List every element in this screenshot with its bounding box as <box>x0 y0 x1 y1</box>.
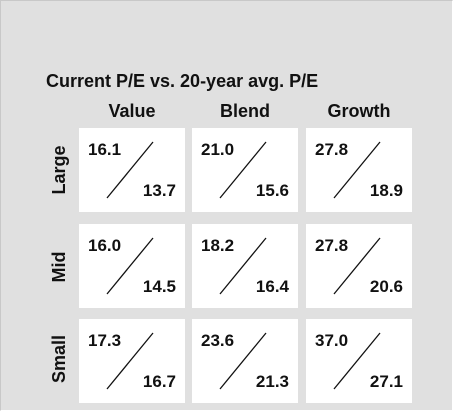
average-pe-value: 13.7 <box>142 181 176 200</box>
current-pe-value: 23.6 <box>201 331 235 350</box>
column-label-value: Value <box>108 101 156 121</box>
diagonal-line <box>106 141 154 199</box>
diagonal-line <box>333 237 381 295</box>
average-pe-value: 16.4 <box>255 277 289 296</box>
diagonal-line <box>219 332 267 390</box>
current-pe-value: 17.3 <box>88 331 122 350</box>
average-pe-value: 18.9 <box>369 181 403 200</box>
diagonal-divider <box>219 237 267 295</box>
average-pe-value: 20.6 <box>369 277 403 296</box>
current-pe-value: 27.8 <box>315 140 349 159</box>
column-label-blend: Blend <box>219 101 270 121</box>
current-pe-value: 27.8 <box>315 236 349 255</box>
average-pe-value: 15.6 <box>255 181 289 200</box>
cell-mid-growth: 27.8 20.6 <box>306 224 412 308</box>
row-label-small: Small <box>49 334 69 384</box>
cell-large-value: 16.1 13.7 <box>79 128 185 212</box>
diagonal-divider <box>106 332 154 390</box>
diagonal-line <box>219 237 267 295</box>
current-pe-value: 21.0 <box>201 140 235 159</box>
row-label-large: Large <box>49 145 69 195</box>
chart-title: Current P/E vs. 20-year avg. P/E <box>46 71 319 91</box>
cell-small-growth: 37.0 27.1 <box>306 319 412 403</box>
current-pe-value: 16.0 <box>88 236 122 255</box>
cell-large-growth: 27.8 18.9 <box>306 128 412 212</box>
diagonal-line <box>333 332 381 390</box>
diagonal-divider <box>333 237 381 295</box>
diagonal-divider <box>333 332 381 390</box>
column-label-growth: Growth <box>327 101 391 121</box>
cell-large-blend: 21.0 15.6 <box>192 128 298 212</box>
current-pe-value: 18.2 <box>201 236 235 255</box>
diagonal-line <box>106 237 154 295</box>
cell-small-blend: 23.6 21.3 <box>192 319 298 403</box>
average-pe-value: 14.5 <box>142 277 176 296</box>
cell-mid-blend: 18.2 16.4 <box>192 224 298 308</box>
diagonal-divider <box>219 141 267 199</box>
average-pe-value: 27.1 <box>369 372 403 391</box>
diagonal-divider <box>333 141 381 199</box>
current-pe-value: 37.0 <box>315 331 349 350</box>
cell-mid-value: 16.0 14.5 <box>79 224 185 308</box>
diagonal-divider <box>219 332 267 390</box>
diagonal-line <box>219 141 267 199</box>
average-pe-value: 21.3 <box>255 372 289 391</box>
diagonal-line <box>333 141 381 199</box>
diagonal-line <box>106 332 154 390</box>
cell-small-value: 17.3 16.7 <box>79 319 185 403</box>
diagonal-divider <box>106 237 154 295</box>
average-pe-value: 16.7 <box>142 372 176 391</box>
diagonal-divider <box>106 141 154 199</box>
current-pe-value: 16.1 <box>88 140 122 159</box>
row-label-mid: Mid <box>49 251 69 283</box>
